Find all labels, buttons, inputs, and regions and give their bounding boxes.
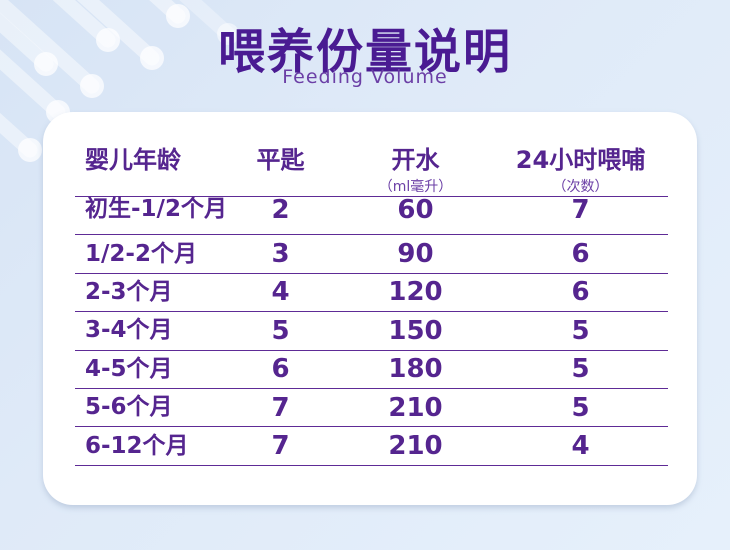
spoons-cell: 3 bbox=[271, 239, 290, 270]
table-row: 2-3个月 4 120 6 bbox=[75, 274, 668, 313]
spoons-cell: 5 bbox=[271, 315, 290, 346]
age-cell: 3-4个月 bbox=[85, 317, 173, 344]
feeding-table: 婴儿年龄 平匙 开水 （ml毫升） 24小时喂哺 （次数） 初 bbox=[75, 112, 668, 466]
spoons-cell: 4 bbox=[271, 277, 290, 308]
col-header-baby-age: 婴儿年龄 bbox=[85, 146, 181, 175]
water-cell: 120 bbox=[388, 277, 443, 308]
feeds-cell: 6 bbox=[571, 239, 590, 270]
table-body: 初生-1/2个月 2 60 7 1/2-2个月 3 90 6 2-3个月 4 1… bbox=[75, 197, 668, 466]
spoons-cell: 2 bbox=[271, 194, 290, 225]
feeding-table-card: 婴儿年龄 平匙 开水 （ml毫升） 24小时喂哺 （次数） 初 bbox=[43, 112, 697, 505]
table-row: 1/2-2个月 3 90 6 bbox=[75, 235, 668, 274]
feeds-cell: 7 bbox=[571, 194, 590, 225]
age-cell: 初生-1/2个月 bbox=[85, 196, 227, 223]
col-header-feeds-per-24h: 24小时喂哺 （次数） bbox=[515, 146, 646, 195]
age-cell: 5-6个月 bbox=[85, 394, 173, 421]
feeds-cell: 5 bbox=[571, 354, 590, 385]
table-row: 4-5个月 6 180 5 bbox=[75, 351, 668, 389]
age-cell: 6-12个月 bbox=[85, 432, 189, 459]
age-cell: 1/2-2个月 bbox=[85, 240, 197, 267]
table-row: 3-4个月 5 150 5 bbox=[75, 312, 668, 351]
col-header-level-spoons: 平匙 bbox=[256, 146, 305, 175]
table-row: 5-6个月 7 210 5 bbox=[75, 389, 668, 428]
water-cell: 210 bbox=[388, 392, 443, 423]
water-cell: 60 bbox=[397, 194, 434, 225]
table-header-row: 婴儿年龄 平匙 开水 （ml毫升） 24小时喂哺 （次数） bbox=[75, 112, 668, 197]
water-cell: 180 bbox=[388, 354, 443, 385]
col-header-boiled-water: 开水 （ml毫升） bbox=[378, 146, 453, 195]
spoons-cell: 6 bbox=[271, 354, 290, 385]
age-cell: 4-5个月 bbox=[85, 355, 173, 382]
table-row: 初生-1/2个月 2 60 7 bbox=[75, 194, 668, 236]
feeds-cell: 5 bbox=[571, 315, 590, 346]
feeds-cell: 6 bbox=[571, 277, 590, 308]
spoons-cell: 7 bbox=[271, 431, 290, 462]
page-title: 喂养份量说明 bbox=[218, 25, 512, 80]
feeds-cell: 4 bbox=[571, 431, 590, 462]
page-subtitle: Feeding Volume bbox=[282, 66, 448, 88]
water-cell: 90 bbox=[397, 239, 434, 270]
table-row: 6-12个月 7 210 4 bbox=[75, 427, 668, 466]
water-cell: 150 bbox=[388, 315, 443, 346]
feeds-cell: 5 bbox=[571, 392, 590, 423]
age-cell: 2-3个月 bbox=[85, 278, 173, 305]
spoons-cell: 7 bbox=[271, 392, 290, 423]
water-cell: 210 bbox=[388, 431, 443, 462]
